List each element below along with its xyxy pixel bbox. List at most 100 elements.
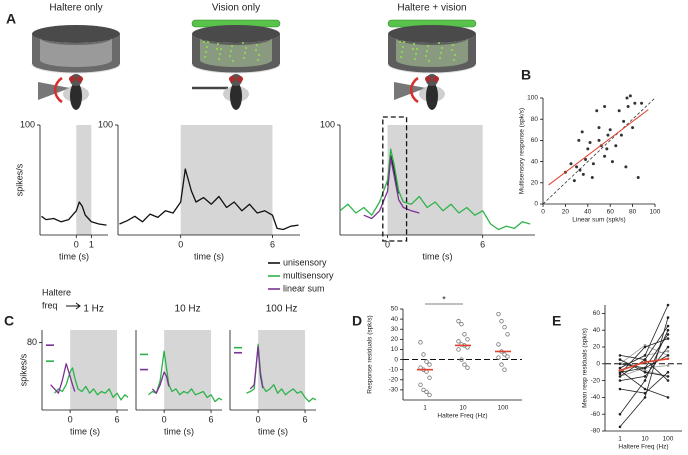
x-tick-label: 0: [178, 239, 183, 249]
y-tick-label: 10: [391, 346, 399, 353]
x-axis-label: Haltere Freq (Hz): [618, 444, 668, 451]
subject-point: [618, 354, 622, 357]
point: [584, 157, 588, 161]
pattern-dot: [245, 47, 247, 49]
pattern-dot: [216, 48, 218, 50]
fly-body: [70, 82, 82, 110]
point: [606, 133, 610, 137]
point: [610, 160, 614, 164]
y-tick-label: 40: [531, 158, 539, 165]
x-tick-label: 6: [270, 239, 275, 249]
x-tick-label: 40: [584, 209, 592, 216]
pattern-dot: [232, 60, 234, 62]
y-tick-label: 0: [394, 356, 398, 363]
subject-point: [666, 324, 670, 328]
fly-eye: [425, 76, 431, 82]
pattern-dot: [220, 48, 222, 50]
trace: [151, 371, 170, 394]
fly-eye: [433, 76, 439, 82]
significance-label: *: [442, 294, 446, 304]
pattern-dot: [243, 57, 245, 59]
subject-point: [618, 369, 622, 372]
point: [628, 94, 632, 98]
y-tick-label: 60: [531, 137, 539, 144]
point: [622, 119, 626, 123]
y-tick-label: 40: [593, 327, 601, 334]
point: [636, 176, 640, 179]
x-tick-label: 0: [68, 414, 73, 424]
pattern-dot: [401, 51, 403, 53]
fit-line: [548, 109, 649, 186]
trace: [54, 367, 129, 401]
y-tick-label: 50: [391, 306, 399, 313]
point: [459, 357, 464, 362]
y-tick-label: 100: [98, 119, 113, 129]
pattern-dot: [428, 60, 430, 62]
legend-label: multisensory: [283, 270, 334, 280]
point: [465, 337, 470, 342]
subject-point: [618, 358, 622, 361]
point: [626, 104, 630, 108]
pattern-dot: [255, 49, 257, 51]
pattern-dot: [231, 45, 233, 47]
y-tick-label: -10: [389, 366, 399, 373]
subject-point: [666, 357, 670, 361]
pattern-dot: [402, 46, 404, 48]
x-axis-label: time (s): [194, 251, 224, 261]
y-tick-label: 80: [531, 116, 539, 123]
x-tick-label: 60: [607, 209, 615, 216]
trace: [50, 363, 76, 394]
point: [619, 133, 623, 137]
point: [499, 362, 504, 367]
fly-eye: [229, 76, 235, 82]
panel-title: Haltere only: [49, 3, 102, 14]
arena-inner: [40, 38, 112, 67]
pattern-dot: [454, 54, 456, 56]
subject-point: [666, 375, 670, 378]
pattern-dot: [439, 57, 441, 59]
subject-point: [666, 370, 670, 374]
point: [459, 321, 464, 327]
pattern-dot: [257, 59, 259, 61]
point: [456, 339, 461, 344]
point: [496, 311, 501, 317]
point: [427, 375, 432, 380]
point: [418, 340, 423, 345]
point: [614, 144, 618, 148]
point: [427, 392, 432, 398]
y-tick-label: 20: [391, 336, 399, 343]
point: [421, 352, 426, 357]
subject-point: [666, 364, 670, 367]
point: [591, 162, 595, 166]
pattern-dot: [230, 50, 232, 52]
subject-point: [666, 337, 670, 340]
subject-point: [666, 345, 670, 349]
pattern-dot: [217, 43, 219, 45]
x-tick-label: 100: [498, 405, 509, 412]
x-axis-label: time (s): [258, 426, 288, 436]
arena-rim: [31, 63, 121, 74]
haltere-arc: [409, 76, 419, 104]
x-axis-label: time (s): [423, 251, 453, 261]
pattern-dot: [427, 45, 429, 47]
legend-label: unisensory: [283, 257, 327, 267]
stimulus-shade: [76, 125, 92, 235]
subject-point: [643, 379, 647, 382]
fly-eye: [237, 76, 243, 82]
panel-title: 1 Hz: [83, 304, 104, 315]
panel-label: B: [521, 67, 531, 83]
arena-back: [388, 25, 476, 43]
pattern-dot: [206, 46, 208, 48]
trace: [339, 148, 531, 231]
pattern-dot: [229, 55, 231, 57]
fly-body: [426, 82, 438, 110]
pattern-dot: [414, 58, 416, 60]
pattern-dot: [205, 51, 207, 53]
point: [633, 101, 637, 105]
pattern-dot: [204, 56, 206, 58]
fly-eye: [77, 76, 83, 82]
fly-body: [230, 82, 242, 110]
pattern-dot: [218, 58, 220, 60]
